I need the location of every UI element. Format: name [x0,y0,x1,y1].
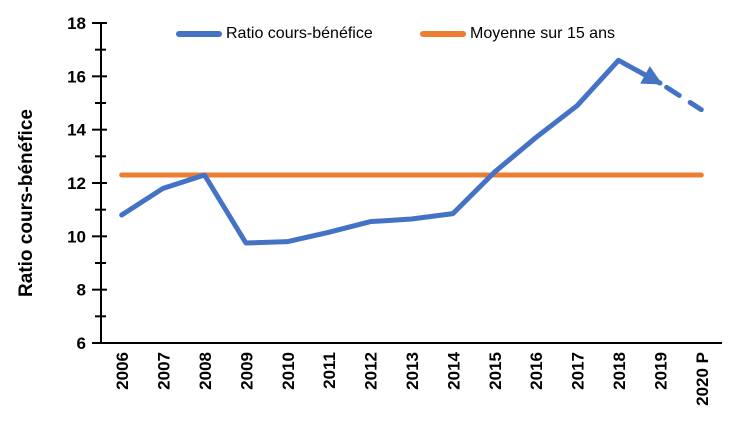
svg-text:16: 16 [67,67,86,86]
svg-text:2009: 2009 [237,352,256,390]
svg-text:2012: 2012 [362,352,381,390]
legend-label-ratio: Ratio cours-bénéfice [226,25,373,42]
svg-text:2011: 2011 [320,352,339,389]
svg-text:2014: 2014 [444,351,463,389]
svg-text:14: 14 [67,121,86,140]
svg-text:2015: 2015 [486,352,505,390]
svg-text:2008: 2008 [196,352,215,390]
legend-label-average: Moyenne sur 15 ans [470,25,615,42]
svg-text:2017: 2017 [569,352,588,390]
svg-text:2019: 2019 [651,352,670,390]
legend-item-ratio: Ratio cours-bénéfice [176,24,373,44]
svg-text:2018: 2018 [610,352,629,390]
svg-text:6: 6 [77,334,86,353]
svg-text:10: 10 [67,227,86,246]
svg-text:18: 18 [67,14,86,33]
legend-swatch-average-line [420,31,466,37]
legend-item-average: Moyenne sur 15 ans [420,24,615,44]
svg-text:2020 P: 2020 P [693,352,712,406]
svg-text:8: 8 [77,281,86,300]
svg-text:2013: 2013 [403,352,422,390]
svg-text:2007: 2007 [155,352,174,390]
svg-text:2006: 2006 [113,352,132,390]
legend-swatch-ratio-line [176,31,222,37]
svg-text:12: 12 [67,174,86,193]
svg-text:2010: 2010 [279,352,298,390]
y-axis-title: Ratio cours-bénéfice [16,109,37,297]
svg-text:2016: 2016 [527,352,546,390]
